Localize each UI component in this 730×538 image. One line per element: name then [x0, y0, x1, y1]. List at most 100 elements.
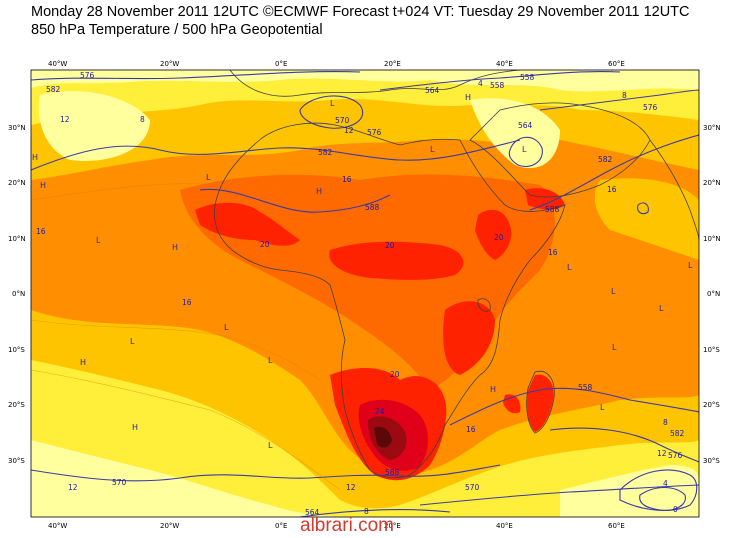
eastern-gold-patch: [594, 178, 699, 260]
forecast-subtitle: 850 hPa Temperature / 500 hPa Geopotenti…: [31, 22, 323, 38]
top-lon-20w: 20°W: [160, 60, 179, 68]
temp-label: 20: [494, 233, 504, 242]
temp-label: 20: [385, 241, 395, 250]
temp-label: 16: [342, 175, 352, 184]
temperature-field: [31, 70, 699, 517]
temp-label: 12: [68, 483, 78, 492]
geo-label: 576: [668, 451, 683, 460]
contour-558-north-east: [379, 70, 621, 91]
temp-label: 8: [663, 418, 668, 427]
southeast-pale-area: [560, 465, 699, 517]
contour-588-atlantic: [199, 188, 391, 213]
geo-label: 588: [385, 468, 400, 477]
geo-label: 582: [670, 429, 685, 438]
high-marker: H: [132, 423, 138, 432]
top-lon-60e: 60°E: [608, 60, 625, 68]
right-lat-10n: 10°N: [703, 235, 721, 243]
geo-label: 558: [490, 81, 505, 90]
contour-576-north: [31, 71, 361, 81]
bottom-lon-0e: 0°E: [275, 522, 287, 530]
contour-570-north-low: [299, 95, 363, 129]
contour-564-southern: [299, 508, 451, 517]
contour-576-southern: [549, 427, 699, 463]
temperature-contours: [31, 177, 401, 491]
left-lat-30s: 30°S: [8, 457, 25, 465]
low-marker: L: [522, 145, 527, 154]
temp-label: 8: [622, 91, 627, 100]
bottom-lon-20w: 20°W: [160, 522, 179, 530]
low-marker: L: [600, 403, 605, 412]
contour-552-south-low: [639, 486, 686, 511]
temp-label: 12: [657, 449, 667, 458]
contour-558-south-low: [619, 469, 698, 511]
left-lat-20s: 20°S: [8, 401, 25, 409]
geopotential-labels: 576 582 564 558 570 576 582 588 588 558 …: [46, 71, 685, 517]
low-marker: L: [659, 304, 664, 313]
temp-label: 20: [260, 240, 270, 249]
high-marker: H: [32, 153, 38, 162]
left-lat-0n: 0°N: [12, 290, 25, 298]
contour-564-arabia-low: [508, 136, 543, 167]
high-marker: H: [172, 243, 178, 252]
high-marker: H: [490, 385, 496, 394]
south-yellow-band: [31, 360, 699, 517]
temp-label: 0: [673, 505, 678, 514]
map-frame: [30, 69, 700, 518]
low-marker: L: [567, 263, 572, 272]
temp-label: 20: [390, 370, 400, 379]
right-lat-20n: 20°N: [703, 179, 721, 187]
left-lat-20n: 20°N: [8, 179, 26, 187]
high-marker: H: [40, 181, 46, 190]
geo-label: 588: [545, 205, 560, 214]
right-lat-10s: 10°S: [703, 346, 720, 354]
high-marker: H: [80, 358, 86, 367]
atlantic-pale-area: [38, 91, 150, 161]
temp-label: 12: [60, 115, 70, 124]
central-africa-hotspot: [443, 301, 495, 375]
geo-label: 582: [598, 155, 613, 164]
arabian-pale-area: [470, 98, 560, 169]
geo-label: 564: [518, 121, 533, 130]
right-lat-20s: 20°S: [703, 401, 720, 409]
geo-label: 582: [318, 148, 333, 157]
low-marker: L: [130, 337, 135, 346]
temperature-labels: 12 8 4 8 12 16 20 16 20 16 20 24 20 16 1…: [36, 79, 678, 516]
bottom-lon-20e: 20°E: [384, 522, 401, 530]
iso-16-south: [31, 319, 321, 381]
temp-label: 24: [375, 407, 385, 416]
left-lat-30n: 30°N: [8, 124, 26, 132]
contour-582-southern: [449, 387, 699, 426]
watermark: albrari.com: [300, 515, 394, 536]
low-marker: L: [688, 261, 693, 270]
forecast-title: Monday 28 November 2011 12UTC ©ECMWF For…: [31, 4, 690, 20]
temp-label: 16: [36, 227, 46, 236]
temp-label: 16: [548, 248, 558, 257]
axis-labels: 40°W 20°W 0°E 20°E 40°E 60°E 40°W 20°W 0…: [8, 60, 721, 530]
bottom-lon-40w: 40°W: [48, 522, 67, 530]
africa-coast: [213, 122, 566, 479]
low-marker: L: [330, 99, 335, 108]
arabia-coast: [469, 102, 651, 198]
geo-label: 576: [643, 103, 658, 112]
horn-hotspot: [525, 188, 565, 210]
right-lat-30s: 30°S: [703, 457, 720, 465]
low-marker: L: [612, 343, 617, 352]
geo-label: 570: [112, 478, 127, 487]
low-marker: L: [206, 173, 211, 182]
temp-label: 8: [140, 115, 145, 124]
madagascar-coast: [526, 370, 555, 434]
geo-label: 558: [520, 73, 535, 82]
kalahari-peak: [374, 426, 392, 448]
contour-588-southern: [31, 464, 501, 482]
sahel-central-hotspot: [329, 241, 464, 280]
pressure-markers: L L H H H H L L L L H H L L L L L L L H …: [32, 93, 693, 450]
low-marker: L: [430, 145, 435, 154]
geo-label: 564: [305, 508, 320, 517]
temp-label: 16: [182, 298, 192, 307]
sahel-west-hotspot: [195, 202, 300, 246]
temp-label: 12: [346, 483, 356, 492]
south-pale-band: [31, 440, 360, 517]
right-lat-30n: 30°N: [703, 124, 721, 132]
geo-label: 570: [335, 116, 350, 125]
